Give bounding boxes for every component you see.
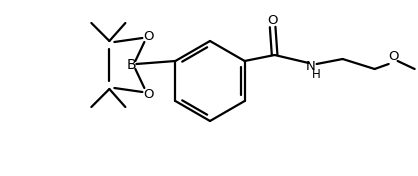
Text: O: O: [388, 51, 399, 64]
Text: O: O: [268, 14, 278, 27]
Text: O: O: [143, 30, 153, 42]
Text: H: H: [312, 68, 321, 81]
Text: O: O: [143, 87, 153, 100]
Text: B: B: [127, 58, 136, 72]
Text: N: N: [306, 61, 316, 74]
